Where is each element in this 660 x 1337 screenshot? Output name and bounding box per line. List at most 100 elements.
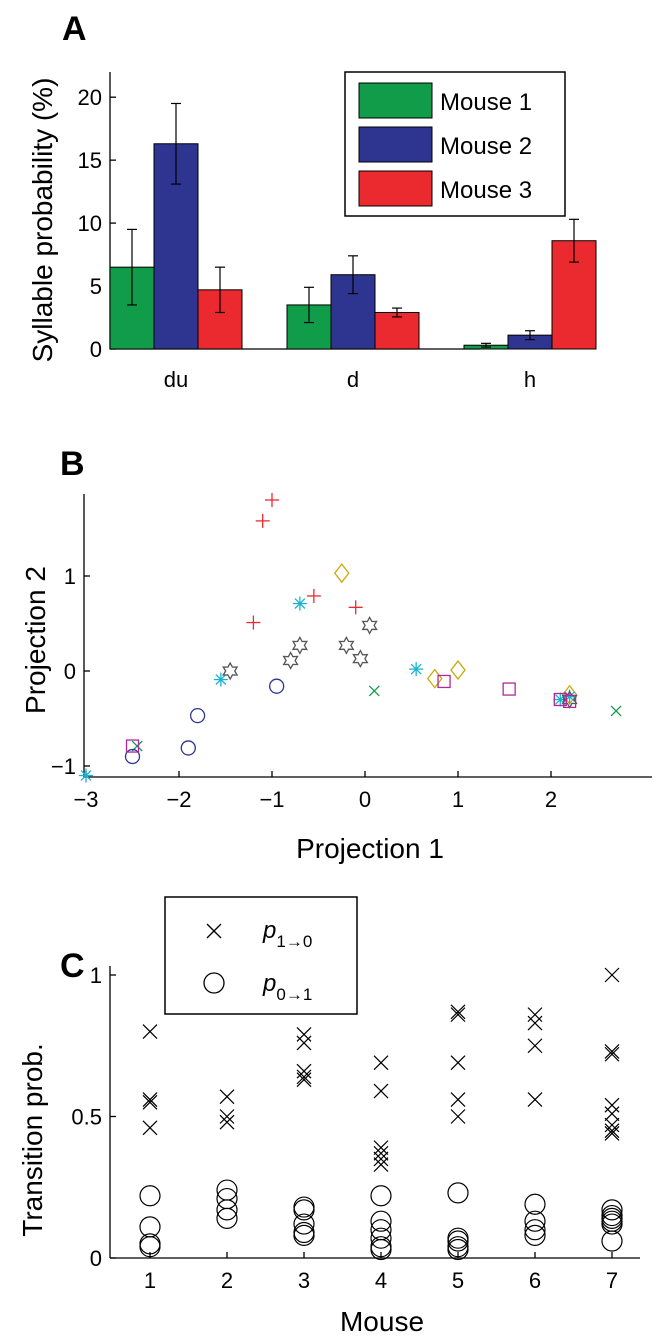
legend-swatch xyxy=(358,170,433,207)
hexagram-point xyxy=(361,616,378,635)
panel-b-points xyxy=(79,493,622,783)
cross-point xyxy=(450,1007,466,1023)
cross-point xyxy=(373,1140,389,1156)
circle-point xyxy=(370,1210,392,1232)
plus-point xyxy=(348,600,363,615)
x-tick-label: 1 xyxy=(144,1268,156,1293)
diamond-point xyxy=(450,659,466,681)
y-tick-label: 5 xyxy=(90,274,102,299)
panel-c-axes: 1 2 3 4 5 6 7 0 0.5 1 xyxy=(71,963,640,1293)
diamond-point xyxy=(426,668,443,689)
x-tick-label: 7 xyxy=(606,1268,618,1293)
square-point xyxy=(553,692,567,707)
circle-point xyxy=(293,1199,315,1221)
legend-circle-label: p0→1 xyxy=(262,970,312,1004)
circle-point xyxy=(216,1179,238,1201)
hexagram-point xyxy=(222,661,239,681)
legend-label: Mouse 1 xyxy=(440,89,532,116)
cross-point xyxy=(527,1007,543,1023)
legend-cross-icon xyxy=(206,923,222,939)
square-point xyxy=(502,682,516,696)
x-tick-label: du xyxy=(164,367,188,392)
circle-point xyxy=(524,1193,546,1215)
y-tick-label: 0.5 xyxy=(71,1105,102,1130)
circle-point xyxy=(524,1219,546,1241)
x-tick-label: −2 xyxy=(166,787,191,812)
x-tick-label: 4 xyxy=(375,1268,387,1293)
cross-point xyxy=(527,1092,543,1107)
x-tick-label: 3 xyxy=(298,1268,310,1293)
cross-point xyxy=(296,1035,312,1051)
panel-label-c: C xyxy=(60,947,85,985)
cross-point xyxy=(373,1083,389,1099)
cross-point xyxy=(373,1151,389,1167)
x-tick-label: 1 xyxy=(452,787,464,812)
legend-swatch xyxy=(358,126,433,163)
x-tick-label: 5 xyxy=(452,1268,464,1293)
y-tick-label: 10 xyxy=(78,211,102,236)
cross-point xyxy=(450,1055,466,1071)
asterisk-point xyxy=(409,662,424,677)
circle-point xyxy=(189,708,206,724)
panel-c-legend: p1→0 p0→1 xyxy=(164,896,358,1015)
legend-label: Mouse 2 xyxy=(440,133,532,160)
cross-point xyxy=(142,1094,158,1110)
circle-point xyxy=(447,1230,469,1252)
panel-a-legend: Mouse 1 Mouse 2 Mouse 3 xyxy=(344,71,566,217)
circle-point xyxy=(293,1213,315,1235)
circle-point xyxy=(370,1185,392,1207)
panel-b: B Projection 2 Projection 1 −3 −2 −1 0 1 2 −1 0… xyxy=(20,445,652,864)
circle-point xyxy=(216,1199,238,1221)
panel-c-legend-box xyxy=(164,896,358,1015)
cross-point xyxy=(604,1043,620,1059)
circle-point xyxy=(216,1207,238,1229)
x-tick-label: −3 xyxy=(73,787,98,812)
panel-b-x-axis-title: Projection 1 xyxy=(296,833,444,864)
circle-point xyxy=(524,1224,546,1246)
plus-point xyxy=(246,615,261,630)
diamond-point xyxy=(333,563,350,584)
x-tick-label: 2 xyxy=(545,787,557,812)
y-tick-label: 15 xyxy=(78,148,102,173)
circle-point xyxy=(370,1227,392,1249)
circle-point xyxy=(293,1224,315,1246)
legend-swatch xyxy=(358,82,433,119)
panel-a-y-axis-title: Syllable probability (%) xyxy=(27,78,58,363)
cross-point xyxy=(373,1145,389,1161)
cross-point xyxy=(219,1114,235,1130)
plus-point xyxy=(306,588,321,603)
x-tick-label: d xyxy=(347,367,359,392)
panel-c: C Transition prob. Mouse 1 2 3 4 5 6 7 0 0.5 1 p1… xyxy=(17,896,640,1337)
panel-a-bars xyxy=(109,102,597,350)
cross-point xyxy=(527,1038,543,1054)
cross-point xyxy=(373,1157,389,1173)
y-tick-label: 0 xyxy=(90,337,102,362)
x-tick-label: 0 xyxy=(359,787,371,812)
x-tick-label: −1 xyxy=(259,787,284,812)
circle-point xyxy=(601,1230,623,1252)
x-tick-label: 2 xyxy=(221,1268,233,1293)
x-tick-label: 6 xyxy=(529,1268,541,1293)
hexagram-point xyxy=(282,651,299,670)
cross-point xyxy=(142,1120,158,1136)
panel-b-axes: −3 −2 −1 0 1 2 −1 0 1 xyxy=(51,494,652,812)
cross-point xyxy=(527,1015,543,1031)
hexagram-point xyxy=(352,649,369,668)
cross-point xyxy=(142,1092,158,1107)
cross-point xyxy=(604,1097,620,1113)
square-point xyxy=(437,674,451,689)
hexagram-point xyxy=(338,636,355,655)
square-point xyxy=(562,694,577,709)
plus-point xyxy=(255,513,270,528)
circle-point xyxy=(139,1236,161,1258)
plus-point xyxy=(265,493,279,507)
y-tick-label: 0 xyxy=(90,1246,102,1271)
y-tick-label: 1 xyxy=(90,963,102,988)
y-tick-label: 20 xyxy=(78,85,102,110)
circle-point xyxy=(216,1187,238,1210)
cross-point xyxy=(373,1055,389,1071)
cross-point xyxy=(604,967,620,983)
y-tick-label: −1 xyxy=(51,754,76,779)
cross-point xyxy=(142,1024,158,1040)
